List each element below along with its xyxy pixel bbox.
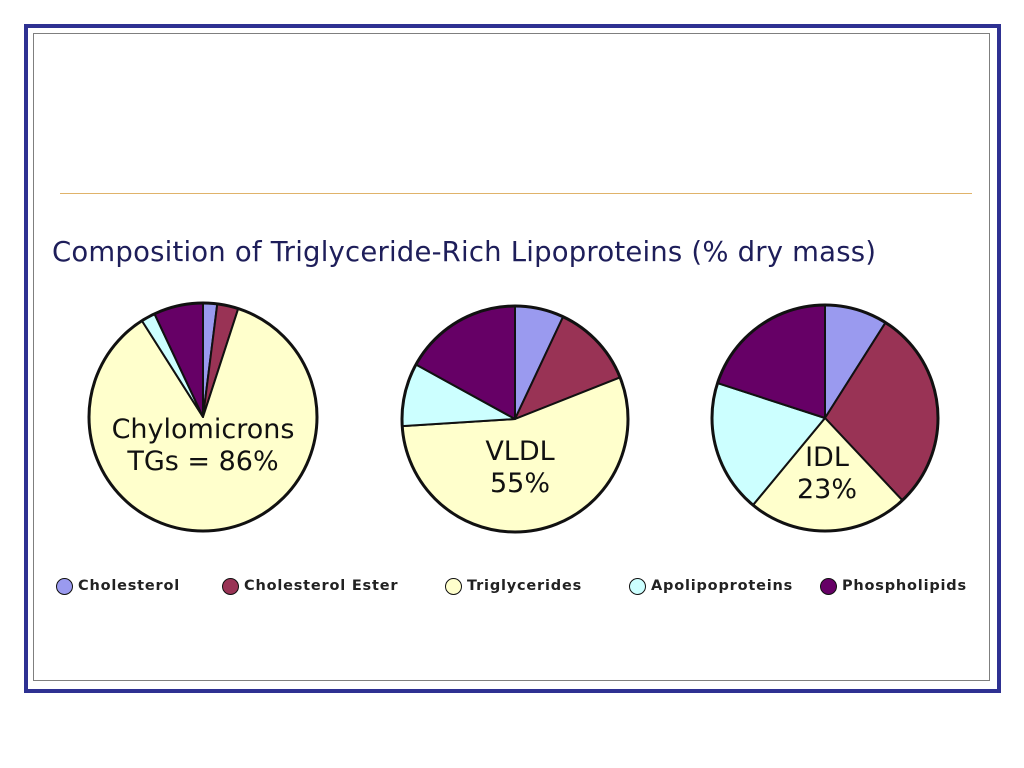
title-rule: [60, 193, 972, 194]
legend-item-phospholipids: Phospholipids: [820, 574, 967, 598]
legend-swatch-phospholipids: [820, 577, 837, 595]
pie-center-label: Chylomicrons: [112, 414, 295, 445]
legend-swatch-cholesterol: [56, 577, 73, 595]
legend-swatch-cholesterol-ester: [222, 577, 239, 595]
pie-center-label: VLDL: [485, 436, 554, 467]
legend: Cholesterol Cholesterol Ester Triglyceri…: [56, 574, 986, 602]
legend-swatch-triglycerides: [445, 577, 462, 595]
legend-item-cholesterol-ester: Cholesterol Ester: [222, 574, 398, 598]
legend-label: Phospholipids: [842, 578, 967, 594]
slide-frame-inner: [33, 33, 990, 681]
legend-label: Cholesterol Ester: [244, 578, 399, 594]
pie-center-label: 55%: [490, 468, 550, 499]
pie-outline: [87, 301, 319, 533]
legend-item-cholesterol: Cholesterol: [56, 574, 180, 598]
chart-title: Composition of Triglyceride-Rich Lipopro…: [52, 236, 877, 268]
legend-label: Cholesterol: [78, 578, 181, 594]
pie-center-label: TGs = 86%: [126, 446, 278, 477]
slide-frame-outer: [24, 24, 1001, 693]
legend-label: Apolipoproteins: [651, 578, 794, 594]
pie-outline: [400, 304, 630, 534]
legend-item-apolipoproteins: Apolipoproteins: [629, 574, 793, 598]
legend-label: Triglycerides: [467, 578, 583, 594]
pie-outline: [710, 303, 940, 533]
pie-center-label: IDL: [805, 442, 849, 473]
legend-swatch-apolipoproteins: [629, 577, 646, 595]
pie-center-label: 23%: [797, 474, 857, 505]
legend-item-triglycerides: Triglycerides: [445, 574, 582, 598]
